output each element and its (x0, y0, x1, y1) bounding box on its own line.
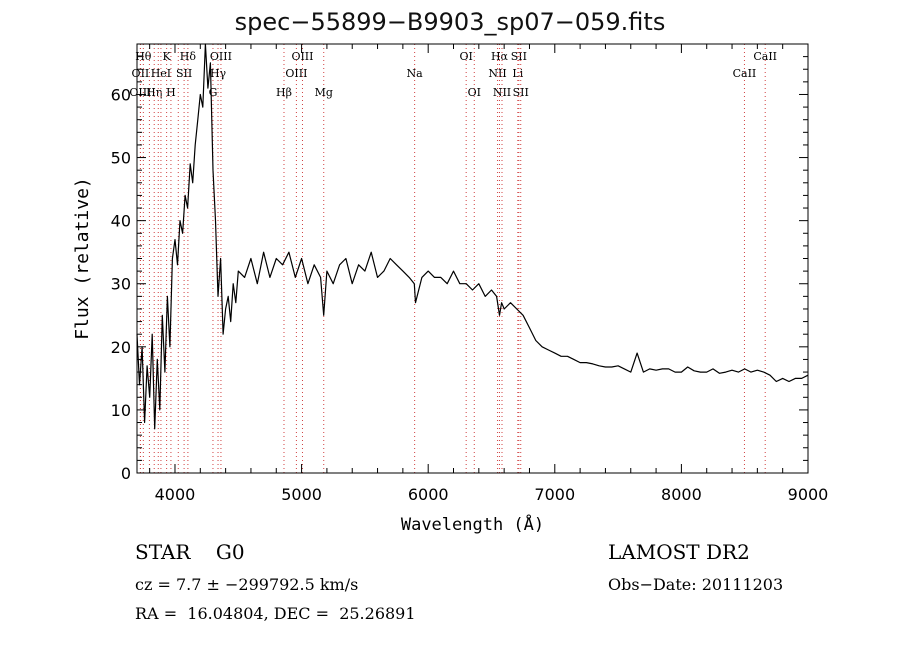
y-tick-label-30: 30 (111, 275, 131, 294)
x-tick-label-4000: 4000 (155, 485, 196, 504)
y-tick-label-50: 50 (111, 149, 131, 168)
line-label-4: Hη (146, 86, 162, 99)
line-label-29: CaII (753, 50, 777, 63)
object-type: STAR G0 (135, 540, 245, 564)
line-label-27: SII (513, 86, 529, 99)
line-label-1: OII (132, 67, 150, 80)
line-label-15: Hβ (276, 86, 292, 99)
line-label-16: OIII (285, 67, 307, 80)
y-tick-label-20: 20 (111, 338, 131, 357)
line-label-13: Hγ (210, 67, 227, 80)
line-label-26: SII (511, 50, 527, 63)
x-axis-label: Wavelength (Å) (401, 513, 544, 535)
line-label-22: NII (488, 67, 506, 80)
y-tick-label-10: 10 (111, 401, 131, 420)
line-label-18: Mg (315, 86, 333, 99)
x-tick-label-7000: 7000 (534, 485, 575, 504)
line-label-2: OIII (129, 86, 151, 99)
line-label-6: HeI (151, 67, 171, 80)
line-label-17: OIII (291, 50, 313, 63)
line-label-21: OI (468, 86, 481, 99)
line-label-12: G (209, 86, 218, 99)
line-label-0: Hθ (135, 50, 152, 63)
x-tick-label-9000: 9000 (788, 485, 829, 504)
line-label-19: Na (407, 67, 424, 80)
y-tick-label-0: 0 (121, 464, 131, 483)
y-tick-label-40: 40 (111, 212, 131, 231)
line-label-10: SII (176, 67, 192, 80)
line-label-20: OI (459, 50, 472, 63)
chart-title: spec−55899−B9903_sp07−059.fits (234, 8, 666, 36)
plot-frame (136, 43, 809, 474)
line-label-11: Hδ (180, 50, 197, 63)
y-axis-label: Flux (relative) (72, 177, 93, 340)
obs-date: Obs−Date: 20111203 (608, 575, 784, 594)
line-label-28: CaII (733, 67, 757, 80)
line-label-14: OIII (210, 50, 232, 63)
coordinates: RA = 16.04804, DEC = 25.26891 (135, 604, 416, 623)
x-tick-label-5000: 5000 (281, 485, 322, 504)
x-tick-label-8000: 8000 (661, 485, 702, 504)
line-label-8: H (166, 86, 176, 99)
line-label-25: Li (512, 67, 523, 80)
y-tick-label-60: 60 (111, 85, 131, 104)
line-label-23: Hα (491, 50, 509, 63)
velocity-readout: cz = 7.7 ± −299792.5 km/s (135, 575, 359, 594)
spectrum-line (136, 43, 809, 430)
line-label-7: K (163, 50, 172, 63)
survey-label: LAMOST DR2 (608, 540, 750, 564)
x-tick-label-6000: 6000 (408, 485, 449, 504)
line-label-24: NII (493, 86, 511, 99)
